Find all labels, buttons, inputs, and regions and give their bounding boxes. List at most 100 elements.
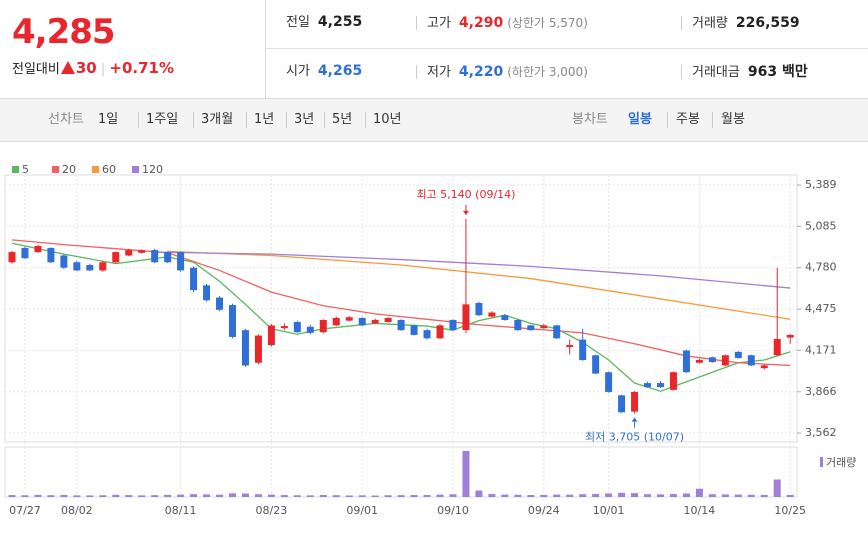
x-tick-label: 10/01 (593, 504, 625, 517)
quote-value: 226,559 (735, 15, 800, 31)
candle-body (618, 395, 626, 413)
volume-bar (216, 494, 224, 497)
quote-label: 고가 (427, 16, 451, 31)
volume-bar (786, 494, 794, 497)
candle-body (397, 319, 405, 331)
volume-bar (423, 494, 431, 497)
volume-bar (254, 494, 262, 497)
volume-bar (734, 494, 742, 497)
quote-label: 거래대금 (692, 65, 740, 80)
candle-body (332, 317, 340, 326)
candle-body (190, 267, 198, 291)
volume-bar (125, 495, 133, 497)
volume-bar (241, 493, 249, 497)
volume-bar (319, 494, 327, 497)
volume-bar (592, 493, 600, 497)
volume-bar (21, 495, 29, 497)
quote-value: 4,255 (317, 14, 363, 30)
volume-bar (228, 493, 236, 497)
quote-cell: 전일 4,255 (286, 0, 362, 48)
candle-body (125, 250, 133, 256)
x-tick-label: 08/11 (165, 504, 197, 517)
candle-body (293, 322, 301, 333)
quote-cell: 저가 4,220 (하한가 3,000) (416, 64, 588, 80)
candle-body (475, 303, 483, 316)
candle-tab[interactable]: 일봉 (628, 112, 652, 127)
x-tick-label: 09/10 (437, 504, 469, 517)
x-tick-label: 08/23 (256, 504, 288, 517)
current-price: 4,285 (12, 12, 116, 52)
volume-bar (164, 494, 172, 497)
line-tab[interactable]: 1년 (246, 112, 274, 128)
volume-bar (410, 495, 418, 497)
quote-row: 전일 4,255 고가 4,290 (상한가 5,570) 거래량 226,559 (266, 0, 868, 49)
candle-tab[interactable]: 월봉 (712, 112, 745, 128)
candle-body (449, 319, 457, 331)
candle-body (371, 319, 379, 324)
candle-body (773, 338, 781, 356)
candle-body (254, 335, 262, 363)
volume-bar (34, 494, 42, 497)
quote-value: 4,265 (317, 63, 363, 79)
candle-body (605, 372, 613, 392)
candle-body (21, 248, 29, 259)
line-tab[interactable]: 5년 (324, 112, 352, 128)
candle-body (34, 245, 42, 253)
volume-bar (721, 494, 729, 497)
y-tick-label: 3,562 (805, 426, 837, 439)
volume-bar (138, 495, 146, 497)
line-tab[interactable]: 10년 (365, 112, 402, 128)
x-tick-label: 07/27 (9, 504, 41, 517)
candle-body (631, 391, 639, 412)
line-tab[interactable]: 3개월 (193, 112, 233, 128)
ma-line (11, 239, 791, 367)
candle-body (99, 262, 107, 271)
annotation: 최저 3,705 (10/07) (585, 431, 684, 444)
volume-bar (682, 493, 690, 497)
quote-label: 거래량 (692, 16, 728, 31)
volume-bar (371, 495, 379, 497)
volume-bar (553, 494, 561, 497)
line-tab[interactable]: 1일 (98, 112, 119, 127)
volume-bar (384, 495, 392, 497)
candle-body (553, 325, 561, 339)
candle-body (657, 383, 664, 388)
quote-label: 시가 (286, 64, 310, 79)
change-value: 30 (75, 59, 97, 77)
candle-body (8, 252, 16, 263)
candle-body (566, 345, 574, 348)
volume-bar (332, 495, 340, 497)
volume-bar (177, 494, 185, 497)
candle-body (358, 317, 366, 326)
volume-bar (306, 495, 314, 497)
volume-bar (566, 494, 574, 497)
line-tab[interactable]: 1주일 (138, 112, 178, 128)
quote-cell: 시가 4,265 (286, 49, 362, 97)
legend-swatch (12, 166, 19, 173)
line-tab[interactable]: 3년 (286, 112, 314, 128)
quote-label: 저가 (427, 65, 451, 80)
candle-body (410, 325, 418, 335)
quote-value: 4,220 (458, 64, 504, 80)
volume-bar (747, 494, 755, 497)
x-tick-label: 08/02 (61, 504, 93, 517)
quote-label: 전일 (286, 15, 310, 30)
candle-body (384, 317, 392, 323)
candle-body (216, 297, 224, 310)
candle-tab[interactable]: 주봉 (667, 112, 700, 128)
candle-body (86, 264, 94, 271)
candle-body (151, 250, 159, 263)
candle-body (345, 317, 353, 321)
volume-bar (345, 495, 353, 497)
volume-frame (4, 446, 798, 498)
candle-body (721, 355, 729, 366)
legend-label: 60 (102, 163, 116, 176)
candle-body (423, 330, 431, 339)
x-tick-label: 10/14 (684, 504, 716, 517)
candle-body (747, 355, 755, 366)
volume-bar (397, 495, 405, 497)
candle-body (527, 325, 535, 331)
volume-bar (60, 494, 68, 497)
